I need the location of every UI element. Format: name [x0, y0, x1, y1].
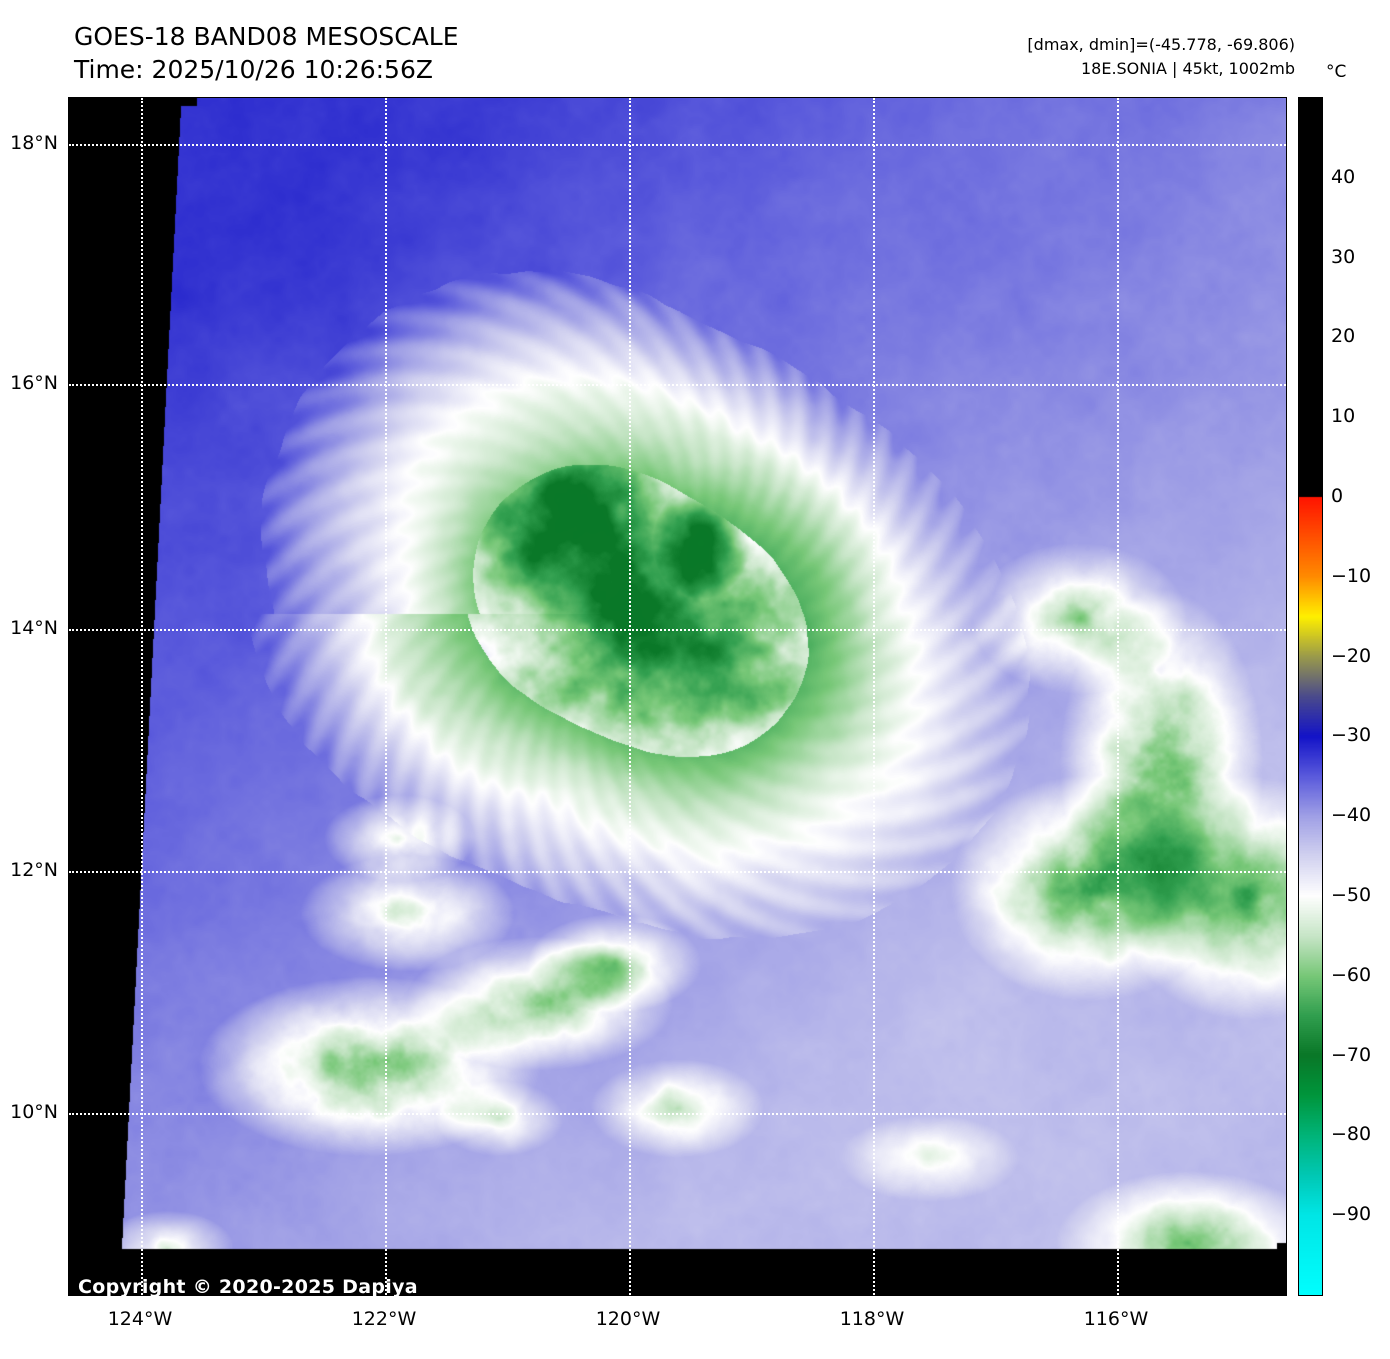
- gridline-vertical: [1117, 98, 1119, 1295]
- longitude-tick-label: 122°W: [351, 1308, 417, 1330]
- gridline-horizontal: [69, 1113, 1286, 1115]
- storm-info-readout: 18E.SONIA | 45kt, 1002mb: [1080, 59, 1295, 78]
- colorbar-tick-label: 10: [1331, 405, 1356, 428]
- gridline-horizontal: [69, 144, 1286, 146]
- latitude-tick-label: 16°N: [10, 372, 58, 394]
- header-metadata: [dmax, dmin]=(-45.778, -69.806) 18E.SONI…: [1027, 33, 1295, 81]
- colorbar-tick-label: −70: [1331, 1043, 1372, 1066]
- temperature-colorbar[interactable]: [1298, 97, 1323, 1296]
- latitude-tick-label: 18°N: [10, 132, 58, 154]
- colorbar-tick-label: −20: [1331, 644, 1372, 667]
- gridline-vertical: [873, 98, 875, 1295]
- satellite-image-plot[interactable]: [68, 97, 1287, 1296]
- colorbar-tick-label: −60: [1331, 963, 1372, 986]
- copyright-notice: Copyright © 2020-2025 Dapiya: [78, 1276, 418, 1298]
- longitude-tick-label: 118°W: [839, 1308, 905, 1330]
- gridline-horizontal: [69, 871, 1286, 873]
- gridline-vertical: [629, 98, 631, 1295]
- gridline-horizontal: [69, 384, 1286, 386]
- page-title: GOES-18 BAND08 MESOSCALE Time: 2025/10/2…: [74, 20, 459, 86]
- colorbar-gradient: [1299, 98, 1322, 1295]
- colorbar-tick-label: −10: [1331, 564, 1372, 587]
- colorbar-unit-label: °C: [1326, 62, 1347, 82]
- satellite-imagery-canvas: [69, 98, 1286, 1295]
- gridline-vertical: [141, 98, 143, 1295]
- title-time-line: Time: 2025/10/26 10:26:56Z: [74, 55, 433, 84]
- colorbar-tick-label: 30: [1331, 245, 1356, 268]
- longitude-tick-label: 124°W: [107, 1308, 173, 1330]
- longitude-tick-label: 120°W: [595, 1308, 661, 1330]
- gridline-vertical: [385, 98, 387, 1295]
- colorbar-tick-label: −80: [1331, 1123, 1372, 1146]
- colorbar-tick-label: 40: [1331, 165, 1356, 188]
- title-instrument-line: GOES-18 BAND08 MESOSCALE: [74, 22, 459, 51]
- gridline-horizontal: [69, 629, 1286, 631]
- data-range-readout: [dmax, dmin]=(-45.778, -69.806): [1027, 35, 1295, 54]
- colorbar-tick-label: −40: [1331, 804, 1372, 827]
- latitude-tick-label: 14°N: [10, 617, 58, 639]
- colorbar-tick-label: 20: [1331, 325, 1356, 348]
- latitude-tick-label: 12°N: [10, 859, 58, 881]
- colorbar-tick-label: −90: [1331, 1203, 1372, 1226]
- longitude-tick-label: 116°W: [1083, 1308, 1149, 1330]
- colorbar-tick-label: −30: [1331, 724, 1372, 747]
- colorbar-tick-label: −50: [1331, 884, 1372, 906]
- latitude-tick-label: 10°N: [10, 1101, 58, 1123]
- colorbar-tick-label: 0: [1331, 485, 1344, 507]
